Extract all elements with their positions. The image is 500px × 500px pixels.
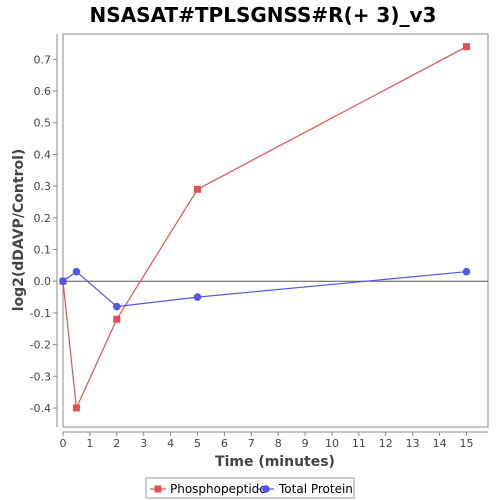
plot-area	[62, 33, 489, 428]
data-point	[72, 404, 80, 412]
x-tick-label: 12	[379, 437, 393, 450]
x-axis: 0 1 2 3 4 5 6 7 8 9 10 11 12 13 14 15	[60, 431, 488, 450]
x-tick-label: 10	[325, 437, 339, 450]
y-tick-label: 0.1	[34, 244, 52, 257]
data-point	[112, 302, 121, 311]
legend-marker	[154, 485, 162, 493]
x-tick-label: 13	[406, 437, 420, 450]
y-tick-label: -0.2	[30, 339, 51, 352]
data-point	[462, 267, 471, 276]
legend-item: Total Protein	[258, 482, 353, 496]
x-axis-label: Time (minutes)	[215, 454, 335, 470]
x-tick-label: 8	[275, 437, 282, 450]
legend-box	[145, 477, 355, 499]
x-tick-label: 11	[352, 437, 366, 450]
data-point	[462, 43, 470, 51]
x-tick-label: 4	[167, 437, 174, 450]
chart-title: NSASAT#TPLSGNSS#R(+ 3)_v3	[90, 3, 437, 27]
x-tick-label: 0	[60, 437, 67, 450]
series-layer	[59, 43, 471, 412]
y-tick-label: 0.5	[34, 117, 52, 130]
x-tick-label: 15	[459, 437, 473, 450]
y-tick-label: 0.4	[34, 148, 52, 161]
legend-label: Total Protein	[278, 482, 353, 496]
y-tick-label: 0.6	[34, 85, 52, 98]
y-tick-label: 0.0	[34, 275, 52, 288]
y-tick-label: 0.7	[34, 53, 52, 66]
x-tick-label: 7	[248, 437, 255, 450]
x-tick-label: 3	[140, 437, 147, 450]
legend-marker	[262, 485, 270, 493]
data-point	[193, 293, 202, 301]
y-axis: -0.4 -0.3 -0.2 -0.1 0.0 0.1 0.2 0.3 0.4 0.5 0.6 0.7	[30, 34, 58, 427]
x-tick-label: 9	[302, 437, 309, 450]
legend-label: Phosphopeptide	[170, 482, 267, 496]
x-tick-label: 2	[113, 437, 120, 450]
data-point	[193, 185, 201, 193]
data-point	[59, 277, 67, 286]
x-tick-label: 6	[221, 437, 228, 450]
y-axis-label: log2(dDAVP/Control)	[11, 149, 27, 312]
y-tick-label: -0.3	[30, 370, 51, 383]
series-total-protein	[59, 267, 471, 311]
y-tick-label: -0.4	[30, 402, 51, 415]
x-tick-label: 1	[86, 437, 93, 450]
y-tick-label: -0.1	[30, 307, 51, 320]
x-tick-label: 5	[194, 437, 201, 450]
y-tick-label: 0.3	[34, 180, 52, 193]
data-point	[72, 267, 81, 276]
legend: Phosphopeptide Total Protein	[145, 477, 355, 499]
x-tick-label: 14	[433, 437, 447, 450]
data-point	[113, 315, 121, 323]
legend-item: Phosphopeptide	[150, 482, 267, 496]
y-tick-label: 0.2	[34, 212, 52, 225]
